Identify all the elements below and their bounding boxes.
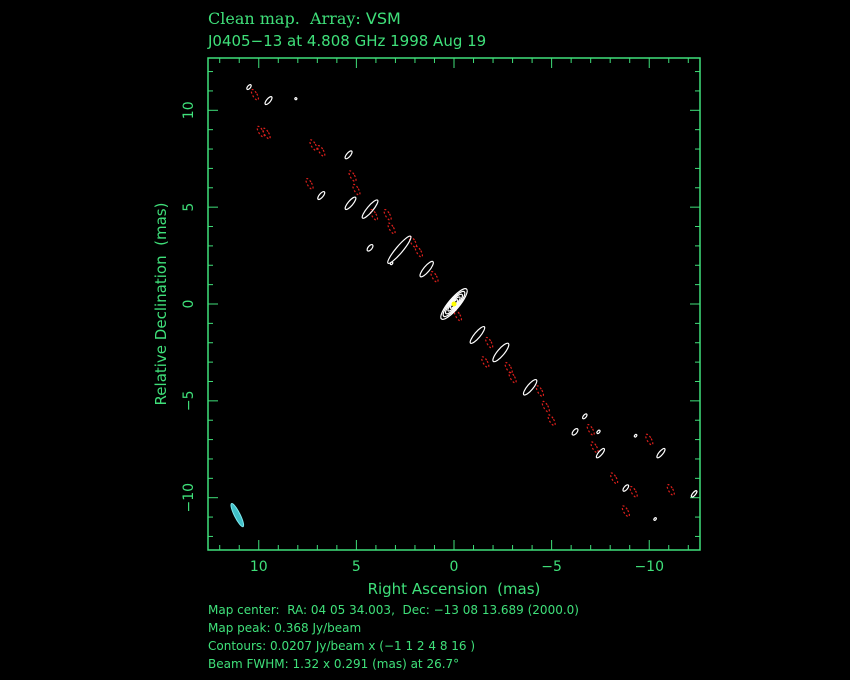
positive-contour (653, 517, 657, 521)
x-tick-label: −5 (541, 559, 562, 575)
positive-contour (294, 97, 298, 101)
chart-title: Clean map. Array: VSM (208, 9, 401, 28)
beam-shape (230, 503, 245, 528)
negative-contour (305, 177, 314, 190)
negative-contour (547, 414, 556, 427)
negative-contour (387, 222, 396, 235)
positive-contour (596, 429, 601, 435)
x-tick-label: 10 (250, 559, 268, 575)
x-tick-label: −10 (634, 559, 664, 575)
negative-contour (369, 208, 379, 221)
negative-contour (262, 127, 271, 140)
y-axis-title: Relative Declination (mas) (152, 203, 170, 406)
positive-contour (444, 293, 464, 315)
positive-contours (246, 84, 698, 521)
y-tick-label: −5 (181, 391, 197, 412)
title-prefix: Clean map. Array: (208, 9, 366, 28)
negative-contour (414, 245, 424, 258)
beam-text: Beam FWHM: 1.32 x 0.291 (mas) at 26.7° (208, 657, 460, 671)
negative-contour (453, 309, 463, 322)
x-tick-labels: 10 5 0 −5 −10 (250, 559, 664, 575)
y-tick-label: 0 (181, 300, 197, 309)
positive-contour (492, 342, 510, 363)
positive-contour (366, 243, 374, 252)
negative-contour (621, 505, 630, 518)
negative-contour (430, 270, 439, 283)
positive-contour (389, 261, 394, 266)
negative-contour (250, 88, 260, 101)
map-peak-text: Map peak: 0.368 Jy/beam (208, 621, 362, 635)
positive-contour (622, 484, 630, 492)
x-tick-label: 0 (450, 559, 459, 575)
x-axis-title: Right Ascension (mas) (368, 580, 541, 598)
array-name: VSM (365, 9, 401, 28)
contours-text: Contours: 0.0207 Jy/beam x (−1 1 2 4 8 1… (208, 639, 476, 653)
y-tick-label: 5 (181, 203, 197, 212)
negative-contours (250, 88, 675, 518)
positive-contour (344, 150, 353, 160)
positive-contour (440, 288, 468, 320)
negative-contour (666, 484, 675, 496)
negative-contour (317, 145, 326, 157)
axis-ticks (208, 58, 700, 550)
y-tick-label: 10 (181, 101, 197, 119)
negative-contour (348, 170, 357, 183)
negative-contour (504, 362, 513, 374)
map-center-text: Map center: RA: 04 05 34.003, Dec: −13 0… (208, 603, 579, 617)
positive-contour (264, 96, 273, 106)
y-tick-labels: 10 5 0 −5 −10 (181, 101, 197, 512)
positive-contour (246, 84, 252, 91)
negative-contour (645, 433, 654, 446)
positive-contour (344, 196, 357, 211)
positive-contour (469, 325, 486, 345)
y-tick-label: −10 (181, 483, 197, 513)
negative-contour (586, 423, 595, 436)
positive-contour (582, 413, 588, 420)
positive-contour (419, 260, 434, 278)
negative-contour (383, 208, 392, 221)
negative-contour (309, 139, 318, 152)
negative-contour (508, 371, 517, 384)
negative-contour (484, 336, 494, 349)
positive-contour (361, 199, 379, 219)
positive-contour (633, 433, 638, 438)
negative-contour (609, 472, 619, 485)
positive-contour (656, 447, 666, 459)
negative-contour (629, 485, 638, 498)
negative-contour (256, 125, 265, 138)
negative-contour (481, 356, 490, 369)
negative-contour (352, 183, 361, 196)
positive-contour (317, 190, 326, 201)
positive-contour (442, 290, 466, 318)
negative-contour (408, 236, 418, 248)
negative-contour (541, 400, 550, 413)
beam-ellipse (230, 503, 245, 528)
positive-contour (690, 490, 698, 498)
x-tick-label: 5 (352, 559, 361, 575)
positive-contour (595, 447, 606, 459)
negative-contour (535, 385, 545, 398)
peak-marker (451, 301, 457, 307)
negative-contour (590, 441, 599, 454)
positive-contour (522, 378, 538, 396)
positive-contour (571, 427, 579, 436)
chart-subtitle: J0405−13 at 4.808 GHz 1998 Aug 19 (208, 32, 487, 50)
positive-contour (387, 235, 412, 265)
